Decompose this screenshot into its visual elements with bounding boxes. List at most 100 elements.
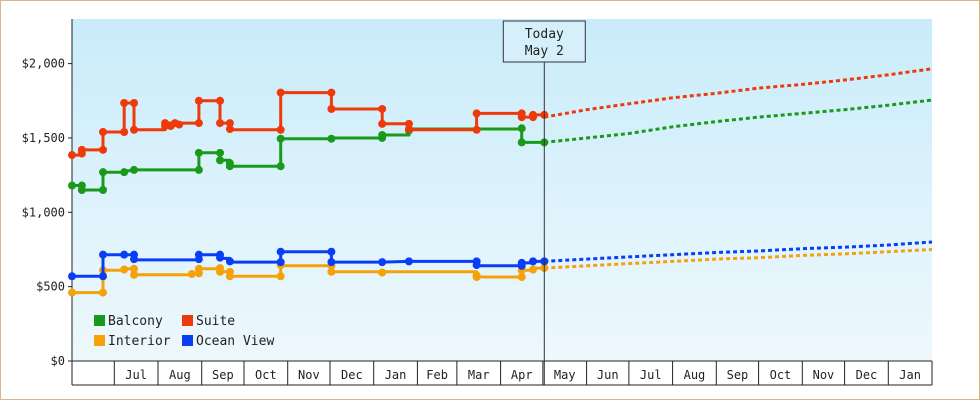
x-tick-label: Jul	[125, 368, 147, 382]
data-point-suite	[216, 96, 225, 105]
data-point-ocean-view	[120, 250, 129, 259]
legend-swatch-interior	[94, 335, 105, 346]
today-date-label: May 2	[525, 44, 564, 59]
x-tick-label: May	[554, 368, 576, 382]
data-point-suite	[472, 125, 481, 134]
x-tick-label: Sep	[212, 368, 234, 382]
legend-label-ocean-view: Ocean View	[196, 334, 274, 349]
x-tick-label: Feb	[426, 368, 448, 382]
data-point-suite	[99, 128, 108, 137]
data-point-suite	[529, 110, 538, 119]
data-point-interior	[378, 268, 387, 277]
x-tick-label: Dec	[856, 368, 878, 382]
forecast-line-suite	[544, 67, 933, 119]
y-tick-label: $1,000	[22, 205, 65, 219]
data-point-suite	[120, 128, 129, 137]
data-point-ocean-view	[327, 247, 336, 256]
data-point-suite	[99, 145, 108, 154]
legend-label-balcony: Balcony	[108, 314, 163, 329]
data-point-interior	[130, 264, 139, 273]
x-tick-label: Oct	[255, 368, 277, 382]
data-point-interior	[517, 272, 526, 281]
data-point-balcony	[194, 165, 203, 174]
data-point-suite	[327, 88, 336, 97]
data-point-suite	[120, 99, 129, 108]
forecast-line-interior	[544, 248, 933, 270]
today-label: Today	[525, 27, 564, 42]
data-point-interior	[225, 272, 234, 281]
data-point-interior	[276, 272, 285, 281]
data-point-ocean-view	[225, 257, 234, 266]
data-point-ocean-view	[276, 247, 285, 256]
series-ocean-view	[68, 240, 933, 281]
data-point-suite	[404, 125, 413, 134]
data-point-interior	[327, 267, 336, 276]
data-point-balcony	[99, 168, 108, 177]
x-tick-label: Apr	[511, 368, 533, 382]
data-point-interior	[529, 265, 538, 274]
legend-swatch-suite	[182, 315, 193, 326]
data-point-ocean-view	[99, 250, 108, 259]
data-point-ocean-view	[529, 257, 538, 266]
data-point-ocean-view	[216, 253, 225, 262]
data-point-balcony	[225, 162, 234, 171]
y-tick-label: $2,000	[22, 57, 65, 71]
y-tick-label: $500	[36, 280, 65, 294]
x-tick-label: Jun	[597, 368, 619, 382]
legend-swatch-balcony	[94, 315, 105, 326]
data-point-balcony	[276, 134, 285, 143]
x-tick-label: Oct	[770, 368, 792, 382]
data-point-ocean-view	[327, 258, 336, 267]
data-point-suite	[77, 145, 86, 154]
legend: Balcony Suite Interior Ocean View	[94, 314, 274, 349]
data-point-balcony	[327, 134, 336, 143]
data-point-interior	[194, 264, 203, 273]
x-tick-label: Sep	[727, 368, 749, 382]
legend-label-suite: Suite	[196, 314, 235, 329]
data-point-suite	[130, 125, 139, 134]
data-point-suite	[216, 119, 225, 128]
series-interior	[68, 248, 933, 297]
x-tick-label: Aug	[169, 368, 191, 382]
today-marker: Today May 2	[502, 20, 586, 385]
data-point-ocean-view	[194, 250, 203, 259]
data-point-balcony	[77, 186, 86, 194]
data-point-suite	[130, 99, 139, 108]
x-tick-label: Jan	[385, 368, 407, 382]
data-point-balcony	[517, 138, 526, 147]
data-point-balcony	[276, 162, 285, 171]
data-point-interior	[472, 272, 481, 281]
legend-label-interior: Interior	[108, 334, 171, 349]
plot-background	[72, 19, 932, 361]
x-tick-label: Nov	[813, 368, 835, 382]
data-point-suite	[194, 96, 203, 105]
data-point-balcony	[194, 148, 203, 157]
y-tick-label: $1,500	[22, 131, 65, 145]
data-point-ocean-view	[68, 272, 76, 281]
data-point-suite	[225, 119, 234, 128]
legend-swatch-ocean-view	[182, 335, 193, 346]
forecast-line-ocean-view	[544, 240, 933, 263]
data-point-balcony	[216, 156, 225, 165]
today-box	[502, 20, 586, 63]
data-point-suite	[378, 119, 387, 128]
data-point-balcony	[130, 165, 139, 174]
x-tick-label: Aug	[684, 368, 706, 382]
data-point-suite	[276, 88, 285, 97]
data-point-ocean-view	[517, 258, 526, 267]
data-point-balcony	[120, 168, 129, 177]
x-tick-label: Jul	[640, 368, 662, 382]
data-point-ocean-view	[276, 258, 285, 267]
data-point-suite	[194, 119, 203, 128]
data-point-balcony	[68, 181, 76, 190]
y-tick-label: $0	[51, 354, 65, 368]
data-point-suite	[378, 104, 387, 113]
data-point-suite	[327, 104, 336, 113]
y-axis: $0 $500 $1,000 $1,500 $2,000	[22, 19, 73, 368]
data-point-interior	[68, 288, 76, 297]
x-tick-label: Jan	[899, 368, 921, 382]
series-suite	[68, 67, 933, 160]
data-point-suite	[517, 113, 526, 122]
data-point-balcony	[99, 186, 108, 194]
